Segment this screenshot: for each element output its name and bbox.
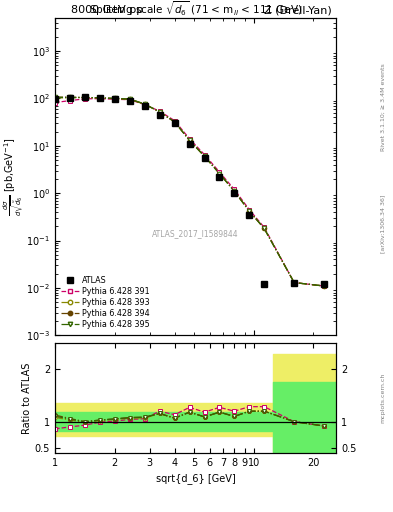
Text: ATLAS_2017_I1589844: ATLAS_2017_I1589844 [152,229,239,238]
Text: Rivet 3.1.10; ≥ 3.4M events: Rivet 3.1.10; ≥ 3.4M events [381,63,386,151]
Text: [arXiv:1306.34 36]: [arXiv:1306.34 36] [381,195,386,253]
Legend: ATLAS, Pythia 6.428 391, Pythia 6.428 393, Pythia 6.428 394, Pythia 6.428 395: ATLAS, Pythia 6.428 391, Pythia 6.428 39… [59,273,152,331]
Text: Z (Drell-Yan): Z (Drell-Yan) [264,5,332,15]
Text: 8000 GeV pp: 8000 GeV pp [71,5,143,15]
Y-axis label: Ratio to ATLAS: Ratio to ATLAS [22,362,32,434]
Y-axis label: $\frac{d\sigma}{d\sqrt{\tilde{d}_6}}$ [pb,GeV$^{-1}$]: $\frac{d\sigma}{d\sqrt{\tilde{d}_6}}$ [p… [1,137,25,216]
Title: Splitting scale $\sqrt{d_6}$ (71 < m$_{ll}$ < 111 GeV): Splitting scale $\sqrt{d_6}$ (71 < m$_{l… [89,0,302,18]
X-axis label: sqrt{d_6} [GeV]: sqrt{d_6} [GeV] [156,474,235,484]
Text: mcplots.cern.ch: mcplots.cern.ch [381,373,386,423]
